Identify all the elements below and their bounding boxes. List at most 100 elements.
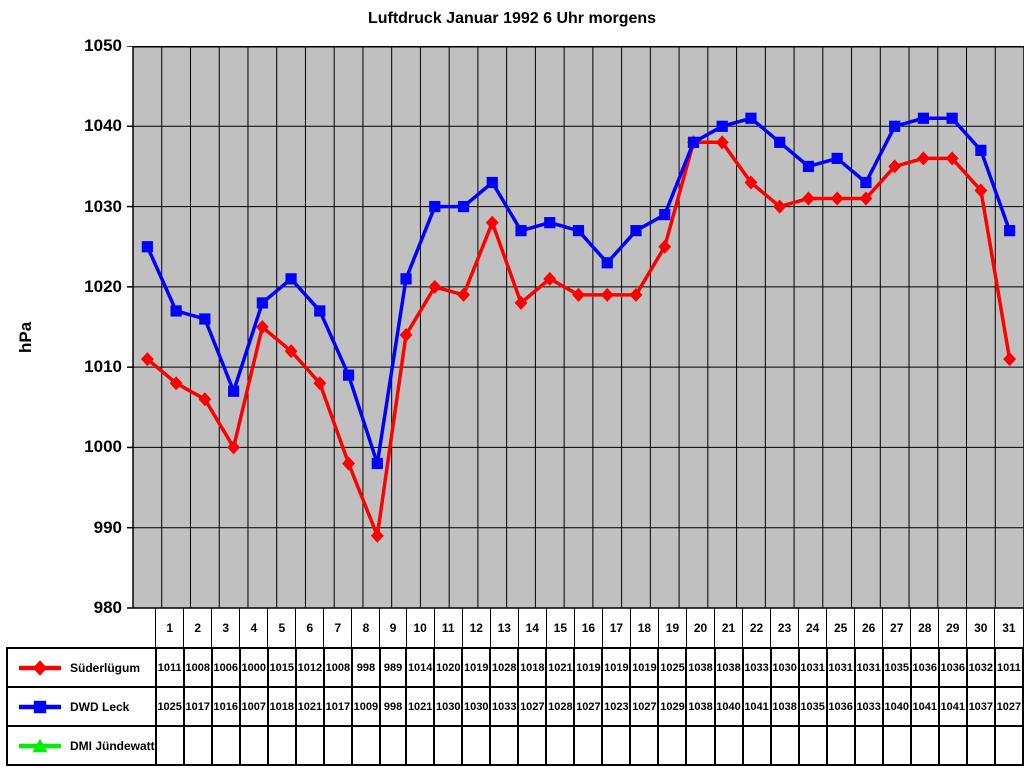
value-cell: 1027	[629, 686, 660, 727]
value-cell: 1015	[266, 647, 297, 688]
day-header-cell: 4	[239, 608, 269, 648]
data-point-marker	[314, 305, 326, 317]
value-cell: 1028	[545, 686, 576, 727]
value-cell: 1011	[154, 647, 185, 688]
data-point-marker	[946, 112, 958, 124]
value-cell	[881, 725, 912, 766]
data-point-marker	[285, 273, 297, 285]
data-point-marker	[169, 376, 183, 391]
data-point-marker	[457, 287, 470, 302]
day-header-cell: 6	[295, 608, 325, 648]
data-point-marker	[371, 457, 383, 470]
value-cell: 1019	[629, 647, 660, 688]
data-point-marker	[974, 183, 988, 198]
day-header-cell: 9	[379, 608, 407, 648]
value-cell: 1028	[489, 647, 520, 688]
data-point-marker	[370, 528, 384, 543]
value-cell: 1030	[433, 686, 464, 727]
data-point-marker	[255, 320, 269, 334]
value-cell: 1025	[657, 647, 688, 688]
value-cell	[909, 725, 940, 766]
legend-marker	[32, 659, 48, 676]
day-header-cell: 7	[323, 608, 353, 648]
data-point-marker	[399, 328, 413, 343]
value-cell	[853, 725, 884, 766]
legend-cell: DMI Jündewatt	[6, 725, 157, 766]
data-point-marker	[715, 135, 729, 150]
day-header-cell: 3	[211, 608, 241, 648]
legend-marker	[33, 700, 47, 713]
day-header-cell: 28	[910, 608, 940, 648]
legend-cell: DWD Leck	[6, 686, 157, 727]
data-point-marker	[830, 191, 844, 206]
value-cell	[657, 725, 688, 766]
day-header-cell: 20	[685, 608, 716, 648]
legend-cell: Süderlügum	[6, 647, 157, 688]
day-header-cell: 17	[601, 608, 631, 648]
data-point-marker	[284, 344, 298, 359]
value-cell: 1027	[573, 686, 604, 727]
data-point-marker	[774, 136, 786, 148]
data-point-marker	[888, 159, 902, 174]
data-point-marker	[601, 257, 613, 269]
value-cell: 1021	[405, 686, 436, 727]
value-cell: 998	[350, 647, 381, 688]
data-point-marker	[802, 160, 815, 173]
value-cell: 1033	[741, 647, 772, 688]
day-header-cell: 11	[433, 608, 463, 648]
data-point-marker	[514, 295, 528, 310]
value-cell: 998	[378, 686, 408, 727]
value-cell: 1019	[573, 647, 604, 688]
day-header-cell: 27	[882, 608, 912, 648]
series-name: Süderlügum	[70, 660, 141, 675]
data-point-marker	[342, 456, 356, 471]
data-point-marker	[917, 112, 930, 124]
data-point-marker	[485, 215, 499, 230]
data-point-marker	[572, 225, 585, 237]
value-cell: 1000	[238, 647, 269, 688]
day-header-cell: 31	[994, 608, 1024, 648]
data-point-marker	[630, 225, 642, 237]
value-cell	[545, 725, 576, 766]
value-cell	[154, 725, 185, 766]
value-cell	[825, 725, 856, 766]
value-cell: 1037	[965, 686, 996, 727]
legend-header-spacer	[7, 608, 156, 648]
data-point-marker	[543, 271, 557, 286]
day-header-cell: 5	[267, 608, 297, 648]
value-cell	[629, 725, 660, 766]
value-cell: 1006	[210, 647, 241, 688]
data-point-marker	[486, 176, 498, 189]
value-cell: 1029	[657, 686, 688, 727]
day-header-cell: 22	[742, 608, 772, 648]
value-cell: 1038	[769, 686, 800, 727]
value-cell	[993, 725, 1024, 766]
data-point-marker	[916, 151, 930, 166]
value-cell	[461, 725, 492, 766]
value-cell: 1027	[993, 686, 1024, 727]
y-tick-label: 1030	[84, 196, 122, 216]
value-cell: 1035	[797, 686, 828, 727]
value-cell: 1030	[461, 686, 492, 727]
data-point-marker	[745, 112, 757, 124]
value-cell: 1041	[909, 686, 940, 727]
day-header-cell: 25	[826, 608, 856, 648]
data-point-marker	[975, 144, 987, 156]
value-cell	[433, 725, 464, 766]
day-header-cell: 8	[351, 608, 381, 648]
value-cell: 1041	[741, 686, 772, 727]
value-cell: 1033	[489, 686, 520, 727]
value-cell: 1027	[517, 686, 548, 727]
data-point-marker	[198, 392, 212, 407]
value-cell: 1035	[881, 647, 912, 688]
data-point-marker	[659, 209, 671, 221]
legend-marker-icon	[19, 738, 61, 752]
data-point-marker	[313, 376, 327, 391]
value-cell: 1021	[294, 686, 325, 727]
data-point-marker	[889, 120, 901, 132]
value-cell	[797, 725, 828, 766]
value-cell: 1031	[825, 647, 856, 688]
value-cell	[573, 725, 604, 766]
data-point-marker	[687, 136, 700, 148]
value-cell: 1017	[182, 686, 213, 727]
